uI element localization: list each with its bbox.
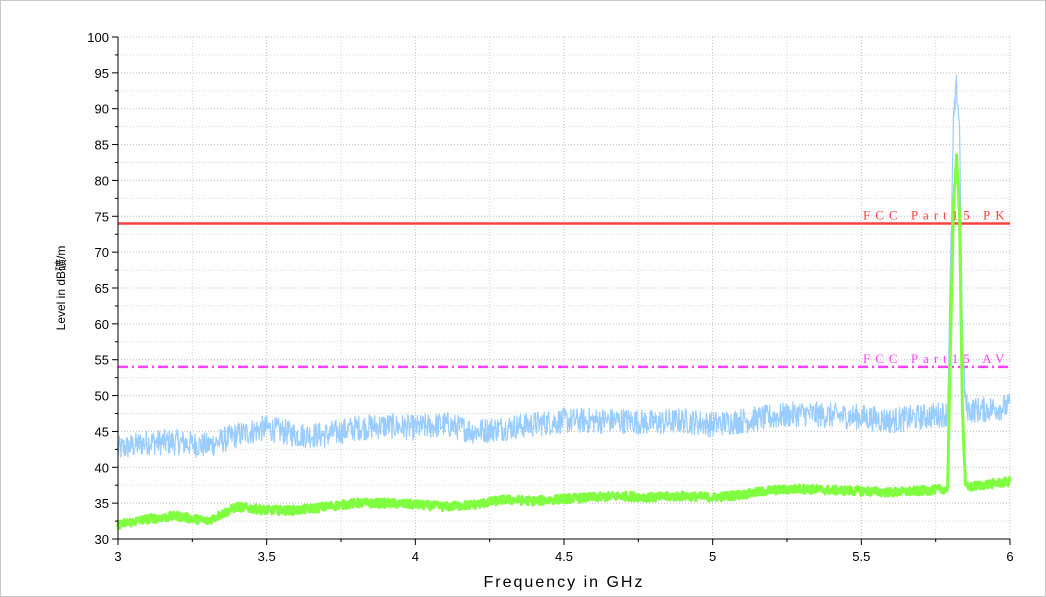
series-line-1 bbox=[117, 74, 1011, 458]
limit-labels: FCC Part15 PK FCC Part15 AV bbox=[863, 207, 1010, 366]
y-tick-label: 95 bbox=[95, 66, 109, 81]
x-tick-label: 6 bbox=[1006, 549, 1013, 564]
y-tick-label: 65 bbox=[95, 281, 109, 296]
y-tick-label: 85 bbox=[95, 138, 109, 153]
x-tick-label: 4.5 bbox=[555, 549, 573, 564]
y-tick-label: 80 bbox=[95, 173, 109, 188]
x-tick-label: 5 bbox=[709, 549, 716, 564]
tick-marks bbox=[112, 36, 1011, 545]
y-tick-label: 45 bbox=[95, 424, 109, 439]
y-tick-label: 55 bbox=[95, 353, 109, 368]
x-tick-label: 4 bbox=[412, 549, 419, 564]
x-tick-label: 3 bbox=[114, 549, 121, 564]
y-tick-label: 100 bbox=[87, 30, 109, 45]
series-group bbox=[116, 74, 1012, 531]
y-tick-label: 50 bbox=[95, 389, 109, 404]
plot-background bbox=[118, 37, 1010, 539]
y-tick-label: 30 bbox=[95, 532, 109, 547]
limit-label-pk: FCC Part15 PK bbox=[863, 207, 1010, 222]
y-tick-label: 75 bbox=[95, 209, 109, 224]
y-tick-label: 60 bbox=[95, 317, 109, 332]
y-tick-label: 90 bbox=[95, 102, 109, 117]
series-line-2 bbox=[116, 153, 1012, 531]
x-tick-label: 3.5 bbox=[258, 549, 276, 564]
limit-label-av: FCC Part15 AV bbox=[863, 351, 1009, 366]
y-tick-label: 35 bbox=[95, 496, 109, 511]
y-tick-label: 40 bbox=[95, 460, 109, 475]
limit-lines bbox=[118, 222, 1010, 369]
y-axis-title: Level in dB礦/m bbox=[53, 246, 68, 331]
x-axis-title: Frequency in GHz bbox=[484, 574, 645, 591]
y-tick-label: 70 bbox=[95, 245, 109, 260]
x-tick-label: 5.5 bbox=[852, 549, 870, 564]
